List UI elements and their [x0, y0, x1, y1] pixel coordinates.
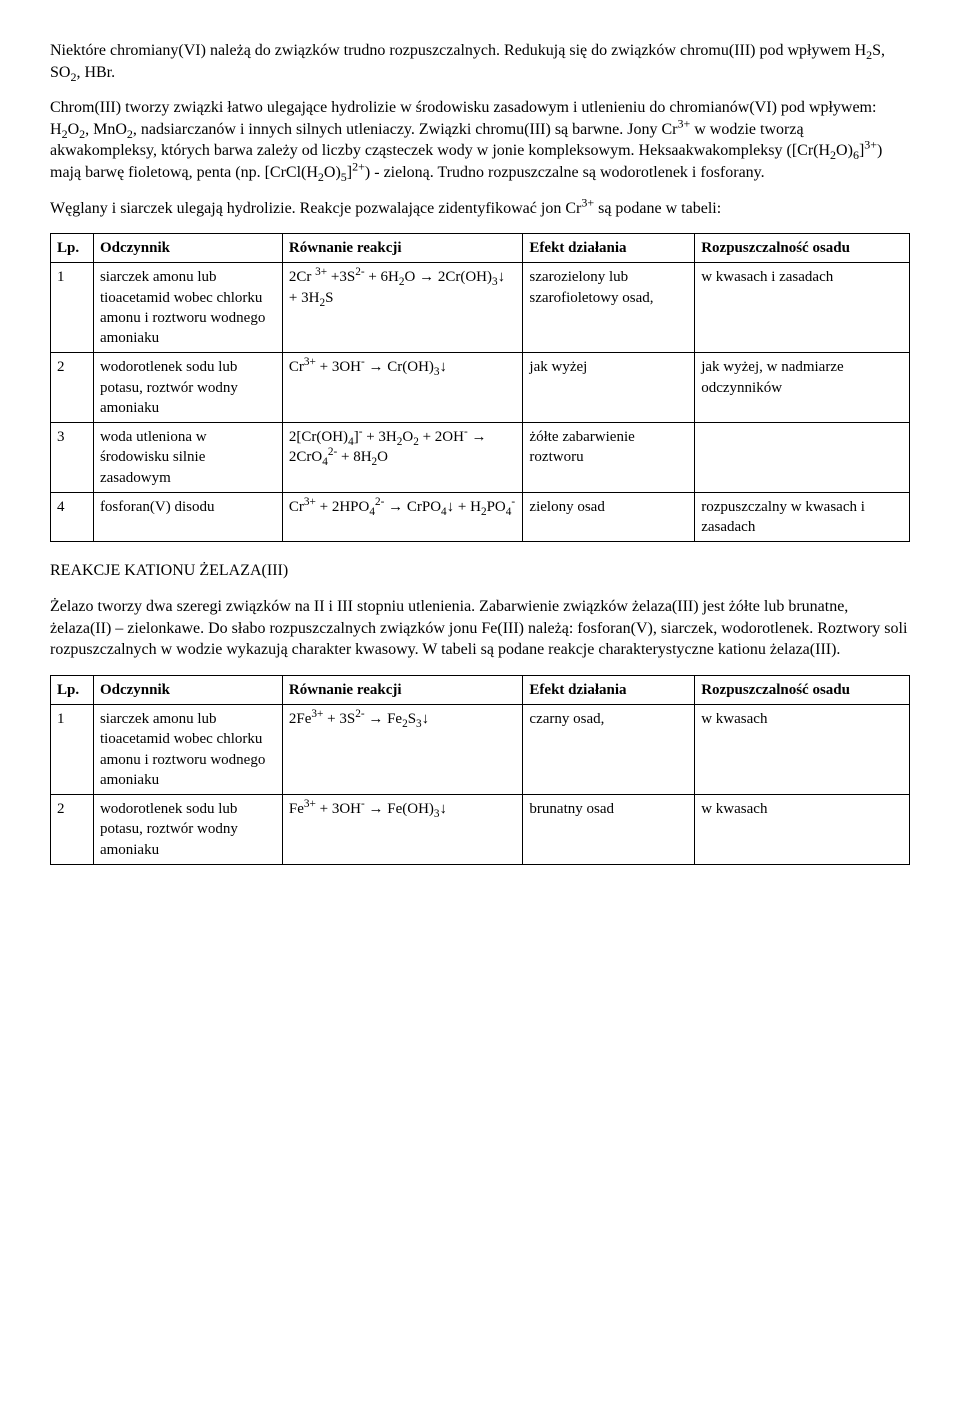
col-odczynnik: Odczynnik	[93, 675, 282, 704]
cell-rozp: rozpuszczalny w kwasach i zasadach	[695, 492, 910, 542]
cell-odczynnik: woda utleniona w środowisku silnie zasad…	[93, 423, 282, 493]
reactions-table-chromium: Lp. Odczynnik Równanie reakcji Efekt dzi…	[50, 233, 910, 542]
cell-efekt: zielony osad	[523, 492, 695, 542]
iron-paragraph-1: Żelazo tworzy dwa szeregi związków na II…	[50, 596, 910, 661]
cell-efekt: żółte zabarwienie roztworu	[523, 423, 695, 493]
table-row: 3woda utleniona w środowisku silnie zasa…	[51, 423, 910, 493]
cell-odczynnik: fosforan(V) disodu	[93, 492, 282, 542]
cell-odczynnik: siarczek amonu lub tioacetamid wobec chl…	[93, 263, 282, 353]
col-rownanie: Równanie reakcji	[282, 675, 523, 704]
cell-rownanie: Fe3+ + 3OH- → Fe(OH)3↓	[282, 795, 523, 865]
table2-body: 1siarczek amonu lub tioacetamid wobec ch…	[51, 705, 910, 865]
cell-efekt: brunatny osad	[523, 795, 695, 865]
table-header-row: Lp. Odczynnik Równanie reakcji Efekt dzi…	[51, 234, 910, 263]
col-lp: Lp.	[51, 234, 94, 263]
col-rozp: Rozpuszczalność osadu	[695, 234, 910, 263]
cell-lp: 3	[51, 423, 94, 493]
intro-paragraph-3: Węglany i siarczek ulegają hydrolizie. R…	[50, 198, 910, 220]
cell-rownanie: Cr3+ + 2HPO42- → CrPO4↓ + H2PO4-	[282, 492, 523, 542]
reactions-table-iron: Lp. Odczynnik Równanie reakcji Efekt dzi…	[50, 675, 910, 865]
col-odczynnik: Odczynnik	[93, 234, 282, 263]
cell-efekt: jak wyżej	[523, 353, 695, 423]
table1-body: 1siarczek amonu lub tioacetamid wobec ch…	[51, 263, 910, 542]
cell-lp: 1	[51, 705, 94, 795]
section-title-iron: REAKCJE KATIONU ŻELAZA(III)	[50, 560, 910, 582]
cell-lp: 2	[51, 353, 94, 423]
cell-rozp: w kwasach	[695, 705, 910, 795]
table-row: 1siarczek amonu lub tioacetamid wobec ch…	[51, 263, 910, 353]
cell-odczynnik: wodorotlenek sodu lub potasu, roztwór wo…	[93, 795, 282, 865]
col-lp: Lp.	[51, 675, 94, 704]
cell-rozp: w kwasach	[695, 795, 910, 865]
cell-rownanie: 2Fe3+ + 3S2- → Fe2S3↓	[282, 705, 523, 795]
cell-lp: 1	[51, 263, 94, 353]
table-row: 1siarczek amonu lub tioacetamid wobec ch…	[51, 705, 910, 795]
cell-efekt: czarny osad,	[523, 705, 695, 795]
cell-rozp	[695, 423, 910, 493]
intro-paragraph-1: Niektóre chromiany(VI) należą do związkó…	[50, 40, 910, 83]
cell-lp: 2	[51, 795, 94, 865]
col-efekt: Efekt działania	[523, 675, 695, 704]
col-rozp: Rozpuszczalność osadu	[695, 675, 910, 704]
cell-rozp: w kwasach i zasadach	[695, 263, 910, 353]
cell-lp: 4	[51, 492, 94, 542]
cell-rozp: jak wyżej, w nadmiarze odczynników	[695, 353, 910, 423]
col-efekt: Efekt działania	[523, 234, 695, 263]
cell-rownanie: Cr3+ + 3OH- → Cr(OH)3↓	[282, 353, 523, 423]
cell-rownanie: 2[Cr(OH)4]- + 3H2O2 + 2OH- → 2CrO42- + 8…	[282, 423, 523, 493]
table-row: 2wodorotlenek sodu lub potasu, roztwór w…	[51, 353, 910, 423]
cell-odczynnik: siarczek amonu lub tioacetamid wobec chl…	[93, 705, 282, 795]
cell-efekt: szarozielony lub szarofioletowy osad,	[523, 263, 695, 353]
cell-odczynnik: wodorotlenek sodu lub potasu, roztwór wo…	[93, 353, 282, 423]
intro-paragraph-2: Chrom(III) tworzy związki łatwo ulegając…	[50, 97, 910, 183]
table-row: 2wodorotlenek sodu lub potasu, roztwór w…	[51, 795, 910, 865]
cell-rownanie: 2Cr 3+ +3S2- + 6H2O → 2Cr(OH)3↓ + 3H2S	[282, 263, 523, 353]
table-row: 4fosforan(V) disoduCr3+ + 2HPO42- → CrPO…	[51, 492, 910, 542]
col-rownanie: Równanie reakcji	[282, 234, 523, 263]
table-header-row: Lp. Odczynnik Równanie reakcji Efekt dzi…	[51, 675, 910, 704]
